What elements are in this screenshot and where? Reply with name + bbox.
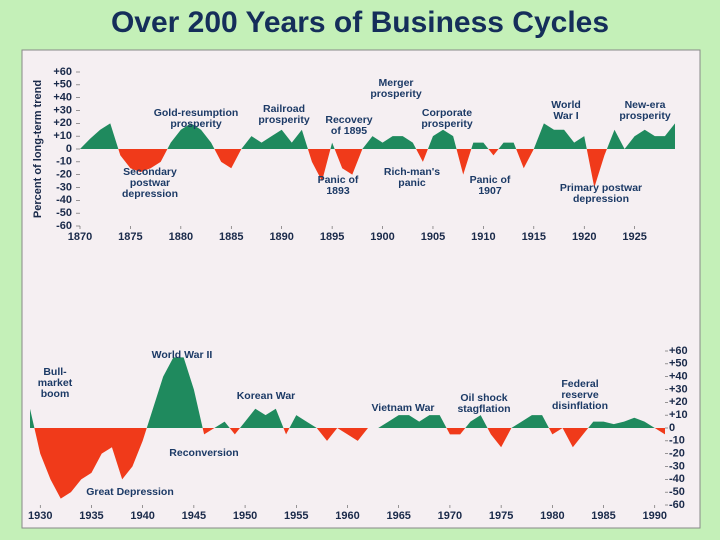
y-tick-label: -10 [56,156,72,168]
x-tick-label: 1945 [182,510,206,522]
annotation: War I [553,110,578,122]
x-tick-label: 1895 [320,231,344,243]
annotation: Oil shock [460,392,507,404]
annotation: Reconversion [169,447,238,459]
x-tick-label: 1905 [421,231,445,243]
x-tick-label: 1980 [540,510,564,522]
annotation: prosperity [370,88,422,100]
y-tick-label: -10 [669,435,685,447]
annotation: postwar [130,177,170,189]
annotation: Primary postwar [560,182,642,194]
y-tick-label: +10 [53,130,72,142]
x-tick-label: 1965 [386,510,410,522]
y-tick-label: +30 [669,383,688,395]
annotation: Panic of [470,174,511,186]
x-tick-label: 1960 [335,510,359,522]
annotation: Merger [378,77,413,89]
y-tick-label: -40 [56,194,72,206]
y-tick-label: -50 [669,486,685,498]
x-tick-label: 1970 [438,510,462,522]
x-tick-label: 1950 [233,510,257,522]
y-tick-label: +50 [53,79,72,91]
x-tick-label: 1875 [118,231,142,243]
annotation: New-era [625,99,666,111]
x-tick-label: 1915 [522,231,546,243]
x-tick-label: 1985 [591,510,615,522]
x-tick-label: 1925 [622,231,646,243]
annotation: stagflation [457,403,510,415]
annotation: 1907 [478,185,502,197]
x-tick-label: 1990 [643,510,667,522]
annotation: World War II [152,349,213,361]
y-tick-label: +20 [53,117,72,129]
annotation: market [38,377,73,389]
y-tick-label: +30 [53,104,72,116]
annotation: Vietnam War [371,402,434,414]
x-tick-label: 1910 [471,231,495,243]
x-tick-label: 1930 [28,510,52,522]
y-tick-label: -20 [669,448,685,460]
x-tick-label: 1885 [219,231,243,243]
title: Over 200 Years of Business Cycles [111,6,609,39]
x-tick-label: 1975 [489,510,513,522]
y-tick-label: -30 [56,181,72,193]
y-tick-label: +20 [669,396,688,408]
annotation: boom [41,388,70,400]
y-tick-label: +60 [669,345,688,357]
x-tick-label: 1955 [284,510,308,522]
x-tick-label: 1935 [79,510,103,522]
x-tick-label: 1880 [169,231,193,243]
y-tick-label: 0 [669,422,675,434]
annotation: Corporate [422,107,472,119]
y-tick-label: -60 [669,499,685,511]
annotation: Great Depression [86,486,174,498]
annotation: prosperity [619,110,671,122]
annotation: Recovery [325,114,372,126]
annotation: Bull- [43,366,67,378]
y-tick-label: -40 [669,473,685,485]
annotation: prosperity [421,118,473,130]
annotation: Panic of [318,174,359,186]
y-tick-label: +60 [53,66,72,78]
annotation: depression [122,188,178,200]
y-tick-label: -60 [56,220,72,232]
y-axis-label: Percent of long-term trend [32,80,44,218]
y-tick-label: +40 [669,371,688,383]
annotation: disinflation [552,400,608,412]
x-tick-label: 1920 [572,231,596,243]
annotation: Federal [561,378,598,390]
annotation: prosperity [170,118,222,130]
y-tick-label: -30 [669,460,685,472]
annotation: Secondary [123,166,177,178]
y-tick-label: +50 [669,358,688,370]
x-tick-label: 1900 [370,231,394,243]
annotation: depression [573,193,629,205]
annotation: Rich-man's [384,166,440,178]
annotation: prosperity [258,114,310,126]
x-tick-label: 1940 [130,510,154,522]
annotation: 1893 [326,185,350,197]
y-tick-label: -50 [56,207,72,219]
x-tick-label: 1890 [269,231,293,243]
annotation: World [551,99,581,111]
y-tick-label: +10 [669,409,688,421]
y-tick-label: +40 [53,92,72,104]
y-tick-label: -20 [56,169,72,181]
annotation: Korean War [237,390,296,402]
annotation: of 1895 [331,125,367,137]
x-tick-label: 1870 [68,231,92,243]
y-tick-label: 0 [66,143,72,155]
annotation: panic [398,177,426,189]
area [30,357,665,499]
annotation: Railroad [263,103,305,115]
annotation: Gold-resumption [154,107,239,119]
annotation: reserve [561,389,599,401]
